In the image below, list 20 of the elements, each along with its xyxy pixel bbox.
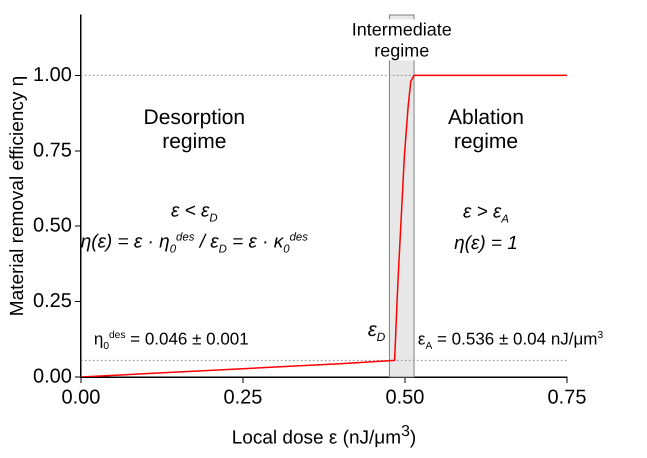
annotation: ε > ε$_{A}$	[463, 202, 509, 227]
x-tick-label: 0.50	[386, 386, 424, 409]
y-tick-label: 0.00	[32, 366, 72, 388]
annotation: ε < ε$_{D}$	[171, 200, 218, 226]
y-tick-label: 0.25	[32, 290, 72, 312]
band-label: Intermediate regime	[346, 19, 457, 61]
annotation: η$_{0}$$^{des}$ = 0.046 ± 0.001	[94, 329, 249, 352]
annotation: ε$_{A}$ = 0.536 ± 0.04 nJ/μm$^{3}$	[418, 329, 604, 352]
annotation: ε$_{D}$	[368, 320, 386, 346]
x-axis-title: Local dose ε (nJ/μm$^{3}$)	[232, 423, 416, 450]
annotation: Ablation regime	[447, 105, 525, 154]
y-axis-title: Material removal efficiency η	[7, 76, 29, 316]
y-tick-label: 0.75	[32, 139, 72, 162]
x-tick-label: 0.00	[61, 386, 100, 409]
annotation: Desorption regime	[142, 105, 246, 154]
y-tick-label: 0.50	[32, 214, 72, 237]
x-tick-label: 0.75	[548, 386, 586, 409]
y-tick-label: 1.00	[32, 64, 72, 86]
annotation: η(ε) = 1	[454, 233, 518, 256]
x-tick-label: 0.25	[223, 386, 262, 409]
